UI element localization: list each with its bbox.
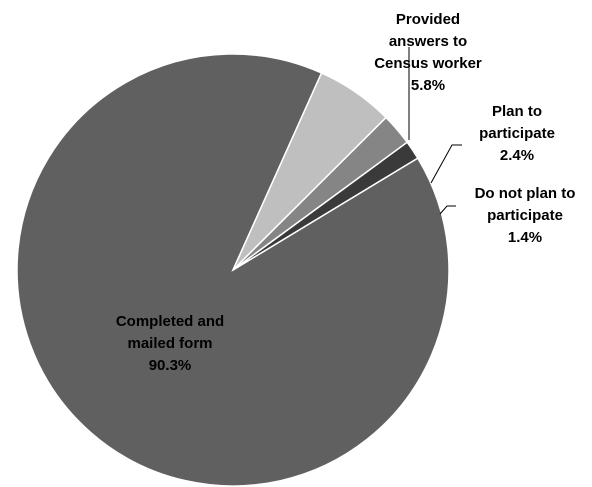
pie-slices	[16, 53, 450, 487]
slice-label-3: Plan to participate 2.4%	[479, 103, 555, 164]
slice-label-line: Completed and	[116, 313, 224, 330]
slice-label-line: Census worker	[374, 55, 482, 72]
slice-label-line: mailed form	[127, 335, 212, 352]
pie-slice-4	[232, 141, 419, 271]
slice-label-line: Provided	[396, 11, 460, 28]
slice-label-2: Provided answers to Census worker 5.8%	[374, 11, 482, 94]
leader-line-3	[430, 144, 462, 184]
slice-label-line: participate	[479, 125, 555, 142]
slice-label-line: answers to	[389, 33, 467, 50]
slice-labels: Completed and mailed form 90.3% Provided ans…	[116, 11, 576, 374]
leader-line-4	[439, 205, 456, 215]
slice-label-1: Completed and mailed form 90.3%	[116, 313, 224, 374]
slice-label-line: Do not plan to	[475, 185, 576, 202]
slice-percent: 1.4%	[508, 229, 542, 246]
slice-label-4: Do not plan to participate 1.4%	[475, 185, 576, 246]
slice-percent: 90.3%	[149, 357, 192, 374]
slice-percent: 5.8%	[411, 77, 445, 94]
slice-label-line: participate	[487, 207, 563, 224]
slice-label-line: Plan to	[492, 103, 542, 120]
leader-lines	[408, 47, 462, 215]
slice-percent: 2.4%	[500, 147, 534, 164]
